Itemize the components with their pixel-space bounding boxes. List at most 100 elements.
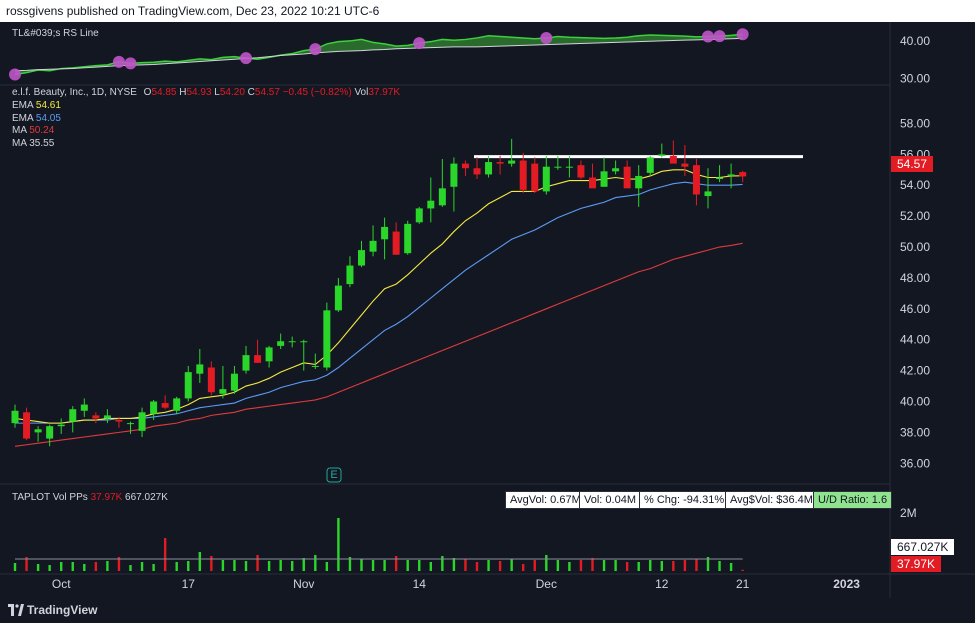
time-tick-label: 2023 <box>833 577 860 591</box>
candle-body <box>739 172 747 177</box>
candle-body <box>681 163 689 167</box>
symbol-name: e.l.f. Beauty, Inc., 1D, NYSE <box>12 87 137 98</box>
rs-line-pane <box>9 28 749 81</box>
low-value: 54.20 <box>219 87 245 98</box>
candle-body <box>358 250 365 266</box>
candle-body <box>392 231 400 255</box>
volume-bar <box>452 558 456 571</box>
price-tick-label: 42.00 <box>900 364 930 378</box>
rs-new-high-marker <box>240 52 252 65</box>
volume-bar <box>140 562 144 571</box>
volume-bar <box>360 559 363 571</box>
candle-body <box>127 423 134 425</box>
indicator-value: 35.55 <box>29 137 55 149</box>
indicator-ema-fast[interactable]: EMA 54.61 <box>12 100 61 113</box>
volume-bar <box>649 560 652 571</box>
time-tick-label: 12 <box>655 577 669 591</box>
publish-header-text: rossgivens published on TradingView.com,… <box>6 4 380 18</box>
price-tick-label: 52.00 <box>900 209 930 223</box>
rs-tick-label: 40.00 <box>900 34 930 48</box>
volume-bar <box>163 538 167 571</box>
volume-bar <box>71 562 74 571</box>
candle-body <box>438 188 446 206</box>
price-pane <box>11 138 803 447</box>
volume-bar <box>198 552 201 571</box>
volume-bar <box>660 561 663 571</box>
candle-body <box>46 426 54 439</box>
volume-value: 37.97K <box>368 87 401 98</box>
price-tick-label: 40.00 <box>900 394 930 408</box>
time-tick-label: 21 <box>736 577 750 591</box>
last-price-tag: 54.57 <box>891 156 934 172</box>
indicator-ema-slow[interactable]: EMA 54.05 <box>12 113 61 126</box>
volume-bar <box>106 561 109 571</box>
volume-indicator-name: TAPLOT Vol PPs <box>12 492 88 503</box>
volume-bar <box>117 557 121 571</box>
candle-body <box>150 401 158 414</box>
rs-new-high-marker <box>713 30 726 43</box>
volume-bar <box>637 562 640 571</box>
rs-baseline <box>14 37 743 72</box>
volume-bar <box>383 560 386 571</box>
volume-pane <box>13 518 744 571</box>
volume-bar <box>672 561 675 571</box>
price-chart[interactable]: 58.0056.0054.0052.0050.0048.0046.0044.00… <box>0 22 975 598</box>
volume-bar <box>348 557 352 571</box>
stat-avg-dollar-vol: Avg$Vol: $36.4M <box>725 491 818 509</box>
candle-body <box>646 157 654 173</box>
candle-body <box>219 389 227 394</box>
candle-body <box>80 404 88 411</box>
volume-bar <box>556 560 560 571</box>
candle-body <box>369 240 377 252</box>
candle-body <box>519 160 527 190</box>
candle-body <box>23 412 31 439</box>
indicator-list: EMA 54.61 EMA 54.05 MA 50.24 MA 35.55 <box>12 100 61 150</box>
candle-body <box>161 403 169 408</box>
rs-new-high-marker <box>124 57 137 70</box>
time-tick-label: 14 <box>413 577 427 591</box>
volume-bar <box>394 556 398 571</box>
candle-body <box>69 409 77 422</box>
candle-body <box>207 367 215 393</box>
candle-body <box>508 160 516 164</box>
volume-indicator-v1: 37.97K <box>90 492 123 503</box>
volume-bar <box>13 563 17 571</box>
volume-bar <box>602 560 606 571</box>
candle-body <box>600 171 608 187</box>
volume-bar <box>210 556 213 571</box>
volume-bar <box>510 559 513 571</box>
earnings-marker: E <box>330 469 337 481</box>
volume-indicator-v2: 667.027K <box>125 492 168 503</box>
stat-pct-chg: % Chg: -94.31% <box>639 491 730 509</box>
volume-label: Vol <box>354 87 369 98</box>
high-value: 54.93 <box>186 87 212 98</box>
rs-new-high-marker <box>702 30 714 43</box>
change-value: −0.45 (−0.82%) <box>282 87 352 98</box>
time-tick-label: Oct <box>52 577 71 591</box>
indicator-ma-long[interactable]: MA 35.55 <box>12 138 61 151</box>
volume-bar <box>60 562 63 571</box>
candle-body <box>346 265 354 285</box>
candle-body <box>577 165 585 178</box>
volume-bar <box>256 555 259 571</box>
indicator-ma-slow[interactable]: MA 50.24 <box>12 125 61 138</box>
volume-bar <box>314 555 317 571</box>
price-tick-label: 38.00 <box>900 425 930 439</box>
candle-body <box>704 191 712 197</box>
avg-volume-tag: 667.027K <box>891 539 955 555</box>
indicator-name: EMA <box>12 112 34 124</box>
price-tick-label: 54.00 <box>900 178 930 192</box>
candle-body <box>334 285 342 311</box>
rs-pane-label: TL&#039;s RS Line <box>12 28 99 39</box>
candle-body <box>184 372 192 399</box>
high-label: H <box>179 87 187 98</box>
volume-bar <box>244 561 248 571</box>
volume-bar <box>406 560 409 571</box>
rs-new-high-marker <box>540 31 553 44</box>
candle-body <box>554 166 562 168</box>
candle-body <box>404 223 412 254</box>
time-axis: Oct 17 Nov 14 Dec 12 21 2023 <box>52 577 860 591</box>
volume-bar <box>83 564 86 571</box>
volume-tick-label: 2M <box>900 506 917 520</box>
publish-header: rossgivens published on TradingView.com,… <box>0 0 975 22</box>
